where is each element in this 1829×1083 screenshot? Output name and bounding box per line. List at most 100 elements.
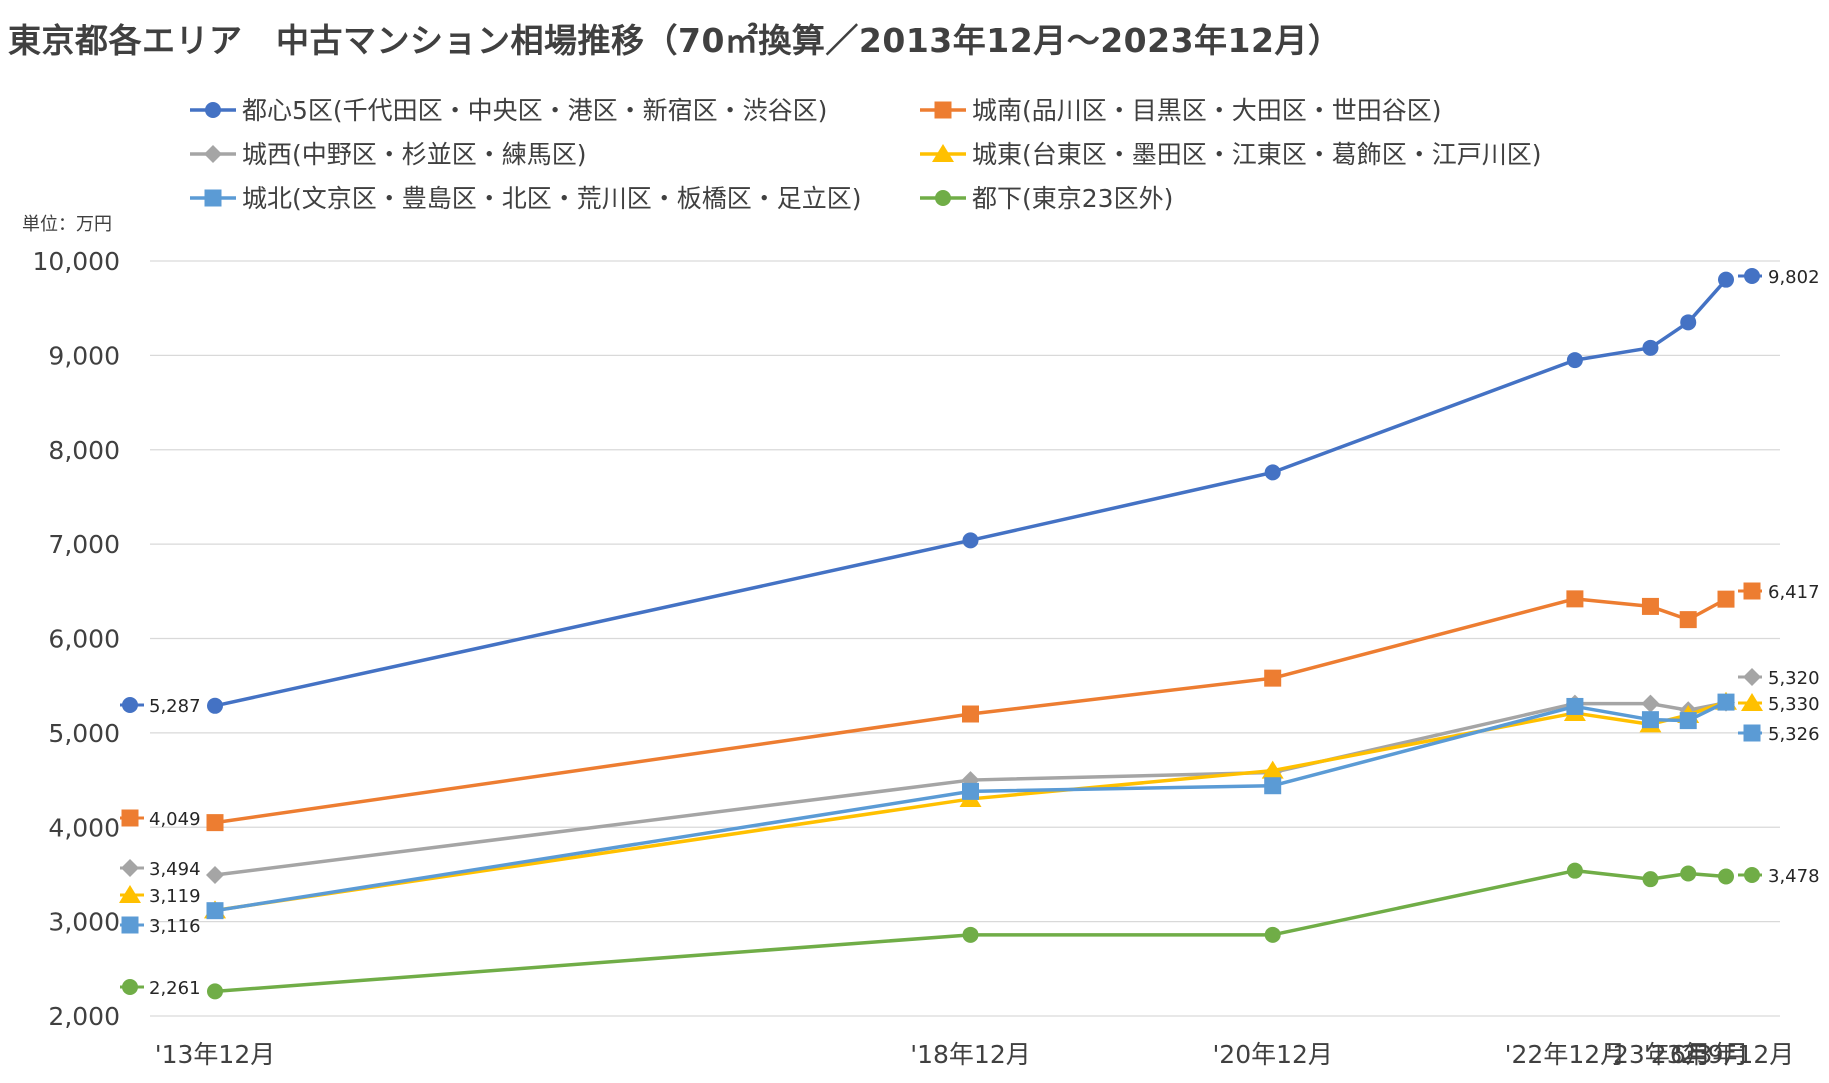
legend-marker	[932, 144, 954, 162]
x-axis-ticks: '13年12月 '18年12月 '20年12月 '22年12月'23年6月'23年9月…	[155, 1040, 1795, 1069]
legend-item: 城北(文京区・豊島区・北区・荒川区・板橋区・足立区)	[190, 184, 862, 213]
data-point	[962, 782, 979, 800]
x-tick-label: '23年12月	[1674, 1040, 1795, 1069]
data-point	[1717, 693, 1735, 711]
label-key-marker	[121, 859, 139, 877]
data-point	[1566, 590, 1584, 608]
label-key-marker	[1743, 668, 1761, 686]
label-key-marker	[122, 979, 138, 995]
data-point	[1718, 868, 1734, 885]
legend-marker	[204, 189, 222, 207]
y-tick-label: 9,000	[48, 341, 120, 370]
y-tick-label: 3,000	[48, 908, 120, 937]
start-data-label: 2,261	[120, 978, 201, 999]
label-key-marker	[1744, 268, 1760, 284]
unit-label: 単位：万円	[22, 214, 112, 235]
legend-label: 城東(台東区・墨田区・江東区・葛飾区・江戸川区)	[972, 140, 1542, 169]
x-tick-label: '13年12月	[155, 1040, 276, 1069]
y-tick-label: 8,000	[48, 436, 120, 465]
label-key-marker	[1743, 582, 1761, 600]
y-tick-label: 4,000	[48, 813, 120, 842]
end-label-text: 5,320	[1768, 668, 1820, 689]
series	[207, 862, 1734, 1000]
data-point	[1264, 464, 1281, 481]
label-key-marker	[122, 697, 138, 713]
legend-item: 城南(品川区・目黒区・大田区・世田谷区)	[920, 96, 1442, 125]
label-key-marker	[1741, 693, 1763, 711]
data-point	[207, 697, 223, 714]
data-point	[206, 866, 224, 885]
label-key-marker	[1744, 867, 1760, 883]
data-point	[1641, 711, 1659, 729]
start-data-label: 3,119	[119, 885, 201, 907]
end-data-label: 5,320	[1738, 668, 1820, 689]
start-data-label: 4,049	[120, 809, 201, 830]
end-data-label: 3,478	[1738, 866, 1820, 887]
end-label-text: 6,417	[1768, 582, 1820, 603]
data-point	[962, 926, 979, 943]
y-axis-ticks: 2,000 3,000 4,000 5,000 6,000 7,000 8,000 9,000…	[33, 247, 120, 1031]
end-label-text: 9,802	[1768, 267, 1820, 288]
start-label-text: 4,049	[149, 809, 201, 830]
data-point	[1718, 271, 1734, 288]
data-labels: 5,287 9,802 4,049 6,417 3,494 5,320 3,119 5,330…	[119, 267, 1820, 999]
label-key-marker	[1743, 724, 1761, 742]
end-label-text: 3,478	[1768, 866, 1820, 887]
data-point	[962, 705, 979, 723]
series-line	[214, 278, 1728, 708]
legend-marker	[204, 145, 222, 163]
x-tick-label: '20年12月	[1212, 1040, 1333, 1069]
x-tick-label: '23年9月	[1644, 1040, 1749, 1069]
legend-label: 城北(文京区・豊島区・北区・荒川区・板橋区・足立区)	[242, 184, 862, 213]
end-data-label: 9,802	[1738, 267, 1820, 288]
legend-item: 都下(東京23区外)	[920, 184, 1173, 213]
data-point	[1680, 865, 1697, 882]
x-tick-label: '18年12月	[910, 1040, 1031, 1069]
legend-label: 都下(東京23区外)	[972, 184, 1173, 213]
data-point	[1264, 926, 1281, 943]
data-point	[1566, 352, 1583, 369]
data-point	[1679, 611, 1697, 629]
label-key-marker	[121, 809, 139, 827]
legend-marker	[934, 101, 952, 119]
y-tick-label: 6,000	[48, 625, 120, 654]
start-label-text: 3,494	[149, 859, 201, 880]
x-tick-label: '22年12月	[1505, 1040, 1626, 1069]
chart-title: 東京都各エリア 中古マンション相場推移（70㎡換算／2013年12月〜2023年…	[8, 21, 1342, 60]
data-point	[962, 532, 979, 549]
data-point	[1680, 314, 1697, 331]
data-point	[1566, 862, 1583, 879]
label-key-marker	[119, 885, 141, 903]
series-lines	[204, 271, 1737, 1000]
label-key-marker	[121, 916, 139, 934]
end-label-text: 5,326	[1768, 724, 1820, 745]
data-point	[207, 983, 223, 1000]
start-data-label: 3,494	[120, 859, 201, 880]
start-data-label: 3,116	[120, 916, 201, 937]
data-point	[1264, 777, 1282, 795]
data-point	[206, 814, 224, 832]
data-point	[1642, 339, 1659, 356]
start-data-label: 5,287	[120, 696, 201, 717]
data-point	[1566, 697, 1584, 715]
y-tick-label: 5,000	[48, 719, 120, 748]
data-point	[1642, 871, 1659, 888]
series	[206, 693, 1735, 920]
data-point	[1679, 712, 1697, 730]
data-point	[1641, 694, 1660, 713]
end-data-label: 6,417	[1738, 582, 1820, 603]
series	[207, 271, 1734, 714]
legend-item: 城東(台東区・墨田区・江東区・葛飾区・江戸川区)	[920, 140, 1542, 169]
series	[206, 590, 1735, 832]
data-point	[1717, 590, 1735, 608]
end-data-label: 5,326	[1738, 724, 1820, 745]
legend-label: 都心5区(千代田区・中央区・港区・新宿区・渋谷区)	[242, 96, 827, 125]
end-label-text: 5,330	[1768, 694, 1820, 715]
data-point	[1261, 760, 1284, 779]
legend-item: 城西(中野区・杉並区・練馬区)	[190, 140, 587, 169]
start-label-text: 5,287	[149, 696, 201, 717]
legend-label: 城南(品川区・目黒区・大田区・世田谷区)	[972, 96, 1442, 125]
start-label-text: 3,119	[149, 886, 201, 907]
y-tick-label: 2,000	[48, 1002, 120, 1031]
